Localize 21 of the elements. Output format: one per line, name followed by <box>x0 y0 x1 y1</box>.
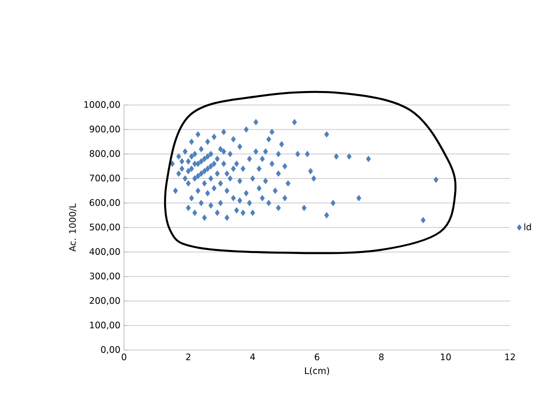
x-axis-title: L(cm) <box>305 367 330 376</box>
y-tick-label: 700,00 <box>90 174 120 182</box>
y-tick-label: 100,00 <box>90 322 120 330</box>
x-tick-label: 4 <box>250 354 256 360</box>
x-tick-label: 8 <box>379 354 384 360</box>
y-tick-label: 1000,00 <box>84 101 120 109</box>
y-tick-label: 500,00 <box>90 224 120 232</box>
x-tick-label: 6 <box>314 354 320 360</box>
y-tick-label: 200,00 <box>90 297 120 305</box>
y-axis-title: Ac. 1000/L <box>69 203 77 252</box>
x-tick-label: 12 <box>505 354 515 360</box>
x-tick-label: 0 <box>122 354 126 360</box>
y-tick-label: 400,00 <box>90 248 120 256</box>
y-tick-label: 900,00 <box>90 126 120 134</box>
y-tick-label: 300,00 <box>90 272 120 280</box>
x-tick-label: 2 <box>186 354 190 360</box>
y-tick-label: 800,00 <box>90 150 120 158</box>
y-tick-label: 0,00 <box>101 346 120 354</box>
legend-label: ld <box>524 223 531 230</box>
y-tick-label: 600,00 <box>90 199 120 207</box>
x-tick-label: 10 <box>440 354 451 360</box>
